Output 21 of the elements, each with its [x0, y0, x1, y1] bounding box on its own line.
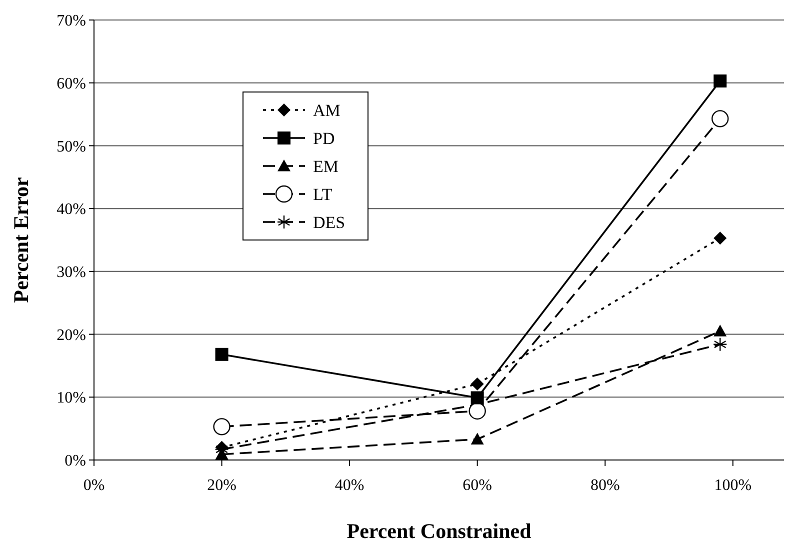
x-tick-label: 40% [334, 477, 364, 494]
x-tick-label: 20% [207, 477, 236, 494]
y-tick-label: 10% [56, 390, 86, 407]
y-tick-label: 30% [56, 264, 86, 282]
y-tick-label: 20% [56, 326, 86, 344]
y-tick-label: 40% [56, 201, 86, 218]
x-tick-label: 100% [714, 477, 752, 494]
y-axis-title: Percent Error [9, 177, 33, 303]
x-tick-label: 0% [83, 477, 105, 494]
legend-label: LT [313, 184, 333, 204]
y-tick-label: 60% [56, 75, 86, 92]
legend-label: DES [313, 212, 346, 232]
x-tick-label: 80% [590, 477, 620, 494]
y-tick-label: 70% [56, 12, 86, 30]
y-tick-label: 50% [56, 138, 86, 156]
x-tick-label: 60% [462, 477, 492, 494]
legend-label: PD [313, 128, 335, 148]
legend-label: AM [313, 100, 340, 120]
y-tick-label: 0% [64, 452, 86, 470]
legend-label: EM [313, 156, 338, 176]
x-axis-title: Percent Constrained [346, 519, 532, 543]
